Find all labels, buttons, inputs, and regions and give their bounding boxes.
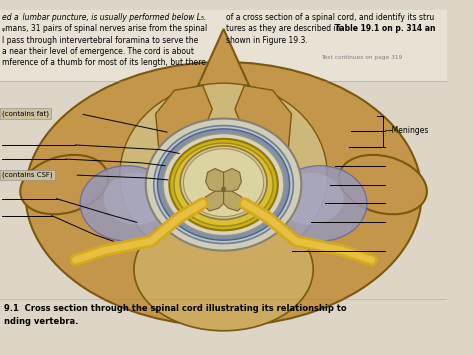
Polygon shape (198, 29, 249, 86)
Ellipse shape (339, 155, 427, 214)
Ellipse shape (134, 208, 313, 331)
Polygon shape (204, 191, 224, 211)
Text: ᵩmans, 31 pairs of spinal nerves arise from the spinal: ᵩmans, 31 pairs of spinal nerves arise f… (2, 24, 207, 33)
Ellipse shape (273, 166, 367, 241)
Text: (contains CSF): (contains CSF) (2, 172, 53, 179)
Text: (contains fat): (contains fat) (2, 110, 49, 117)
FancyBboxPatch shape (0, 10, 447, 345)
Text: Table 19.1 on p. 314 an: Table 19.1 on p. 314 an (335, 24, 435, 33)
Text: —Meninges: —Meninges (385, 126, 429, 135)
Text: Text continues on page 319: Text continues on page 319 (321, 55, 402, 60)
Text: ed a  lumbar puncture, is usually performed below L₅.: ed a lumbar puncture, is usually perform… (2, 13, 206, 22)
Ellipse shape (174, 143, 273, 226)
Polygon shape (235, 86, 292, 166)
Ellipse shape (163, 133, 284, 235)
Ellipse shape (157, 129, 290, 240)
Ellipse shape (26, 62, 422, 326)
Ellipse shape (277, 173, 343, 225)
Text: mference of a thumb for most of its length, but there: mference of a thumb for most of its leng… (2, 58, 206, 67)
Ellipse shape (169, 139, 278, 230)
Text: a near their level of emergence. The cord is about: a near their level of emergence. The cor… (2, 47, 194, 56)
Polygon shape (155, 86, 212, 166)
FancyBboxPatch shape (0, 10, 447, 81)
Polygon shape (206, 169, 224, 192)
Ellipse shape (20, 155, 108, 214)
Ellipse shape (120, 83, 328, 267)
Polygon shape (224, 191, 243, 211)
Polygon shape (224, 169, 241, 192)
Ellipse shape (221, 186, 226, 192)
Text: l pass through intervertebral foramina to serve the: l pass through intervertebral foramina t… (2, 36, 198, 45)
Ellipse shape (80, 166, 174, 241)
Ellipse shape (154, 126, 293, 244)
Text: shown in Figure 19.3.: shown in Figure 19.3. (227, 36, 308, 45)
Text: of a cross section of a spinal cord, and identify its stru: of a cross section of a spinal cord, and… (227, 13, 435, 22)
Ellipse shape (104, 173, 170, 225)
Ellipse shape (183, 149, 264, 217)
Text: tures as they are described in: tures as they are described in (227, 24, 343, 33)
Text: nding vertebra.: nding vertebra. (4, 317, 78, 326)
Ellipse shape (146, 119, 301, 251)
Ellipse shape (180, 146, 267, 219)
Text: 9.1  Cross section through the spinal cord illustrating its relationship to: 9.1 Cross section through the spinal cor… (4, 304, 346, 313)
